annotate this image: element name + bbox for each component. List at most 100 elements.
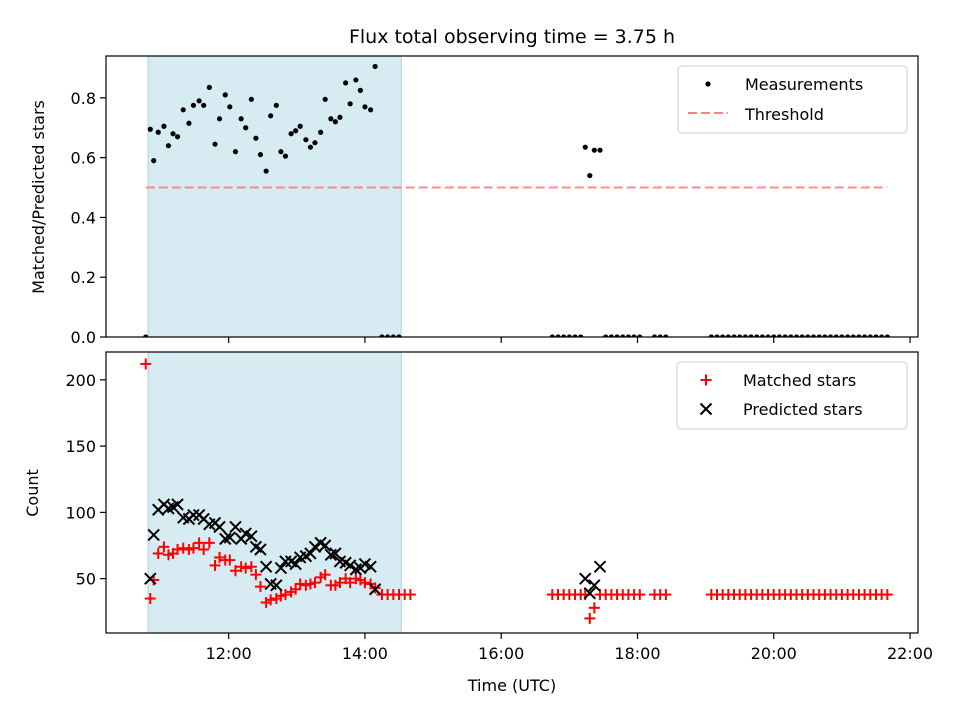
x-marker-b <box>187 508 200 522</box>
measurement-point <box>566 334 572 337</box>
matched-star-point <box>224 554 236 566</box>
predicted-star-point <box>308 540 322 554</box>
predicted-star-point <box>289 557 302 571</box>
x-marker-b <box>284 555 298 568</box>
measurement-point <box>862 334 868 337</box>
measurement-point <box>268 113 274 119</box>
y-tick-label: 0.6 <box>71 149 96 168</box>
measurement-point <box>232 149 239 155</box>
measurement-point <box>282 153 289 159</box>
measurement-point <box>822 334 828 337</box>
measurement-point <box>288 131 294 137</box>
x-marker-b <box>213 520 226 534</box>
x-tick-label: 20:00 <box>751 644 797 663</box>
measurement-point <box>196 98 202 104</box>
matched-star-point <box>229 565 241 577</box>
measurement-point <box>357 87 363 93</box>
predicted-star-point <box>162 502 175 515</box>
measurement-point <box>555 334 561 337</box>
measurement-point <box>742 334 748 337</box>
measurement-point <box>625 334 632 337</box>
x-marker-b <box>249 540 263 554</box>
matched-star-point <box>203 537 215 549</box>
x-marker-b <box>279 555 292 568</box>
x-marker-b <box>308 540 322 554</box>
measurement-point <box>708 334 714 337</box>
x-marker-b <box>147 528 160 542</box>
matched-star-point <box>245 561 257 573</box>
measurement-point <box>263 168 269 174</box>
x-marker-b <box>219 532 232 546</box>
measurement-point <box>206 84 212 90</box>
matched-star-point <box>254 581 266 593</box>
measurement-point <box>657 334 663 337</box>
y-tick-label: 0.4 <box>71 208 96 227</box>
predicted-star-point <box>279 555 292 568</box>
predicted-star-point <box>588 579 601 592</box>
predicted-star-point <box>259 560 273 573</box>
measurement-point <box>212 141 218 147</box>
x-tick-label: 14:00 <box>342 644 388 663</box>
measurement-point <box>839 334 845 337</box>
x-marker-b <box>304 547 317 560</box>
x-marker-b <box>162 502 175 515</box>
predicted-star-point <box>318 539 332 552</box>
predicted-star-point <box>270 579 283 592</box>
matched-star-point <box>214 551 226 563</box>
matched-star-point <box>250 569 262 581</box>
measurement-point <box>347 101 353 107</box>
predicted-star-point <box>274 561 288 575</box>
x-marker-b <box>349 563 363 576</box>
predicted-stars-points <box>144 498 607 600</box>
predicted-star-point <box>147 528 160 542</box>
matched-star-point <box>309 577 321 589</box>
predicted-star-point <box>229 520 242 534</box>
measurement-point <box>180 107 186 113</box>
measurement-point <box>597 147 603 153</box>
measurement-point <box>549 334 555 337</box>
measurement-point <box>190 102 197 108</box>
predicted-star-point <box>343 559 357 572</box>
top-panel: 0.00.20.40.60.8 Matched/Predicted stars … <box>29 55 919 347</box>
measurement-point <box>608 334 614 337</box>
matched-star-point <box>344 577 356 589</box>
measurement-point <box>257 152 264 158</box>
measurement-point <box>572 334 578 337</box>
measurement-point <box>631 334 637 337</box>
predicted-star-point <box>171 498 184 511</box>
x-marker-b <box>245 530 258 543</box>
chart-title: Flux total observing time = 3.75 h <box>349 26 675 48</box>
measurement-point <box>884 334 890 337</box>
x-marker-b <box>583 587 597 600</box>
matched-star-point <box>209 559 221 571</box>
predicted-star-point <box>349 563 363 576</box>
measurement-point <box>368 107 374 113</box>
matched-star-point <box>193 537 205 549</box>
predicted-star-point <box>324 548 338 562</box>
x-marker-b <box>264 577 277 591</box>
predicted-star-point <box>364 560 377 573</box>
x-marker-b <box>343 559 357 572</box>
measurement-point <box>186 120 192 126</box>
measurement-point <box>343 80 349 86</box>
measurement-point <box>328 116 334 122</box>
measurement-point <box>238 116 244 122</box>
measurement-point <box>303 137 309 143</box>
measurement-point <box>227 104 233 110</box>
x-marker-b <box>259 560 273 573</box>
y-tick-label: 150 <box>65 437 96 456</box>
measurement-point <box>651 334 658 337</box>
bottom-legend-box <box>676 361 908 430</box>
measurement-point <box>867 334 873 337</box>
x-marker-b <box>223 531 236 544</box>
matched-star-point <box>584 612 596 624</box>
measurement-point <box>222 92 228 98</box>
matched-star-point <box>588 602 600 614</box>
x-marker-b <box>318 539 332 552</box>
matched-star-point <box>152 547 164 559</box>
matched-star-point <box>198 543 210 555</box>
measurement-point <box>879 334 885 337</box>
predicted-star-point <box>593 560 607 573</box>
matched-star-point <box>279 589 291 601</box>
measurement-point <box>591 147 597 153</box>
